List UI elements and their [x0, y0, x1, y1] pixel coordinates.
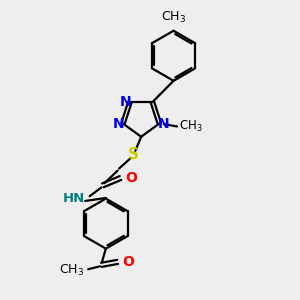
Text: CH$_3$: CH$_3$ [179, 119, 203, 134]
Text: N: N [113, 117, 125, 131]
Text: O: O [125, 171, 137, 185]
Text: N: N [120, 94, 132, 109]
Text: N: N [158, 117, 169, 131]
Text: HN: HN [63, 192, 85, 205]
Text: S: S [128, 147, 139, 162]
Text: CH$_3$: CH$_3$ [161, 10, 186, 26]
Text: O: O [122, 255, 134, 269]
Text: CH$_3$: CH$_3$ [58, 263, 84, 278]
